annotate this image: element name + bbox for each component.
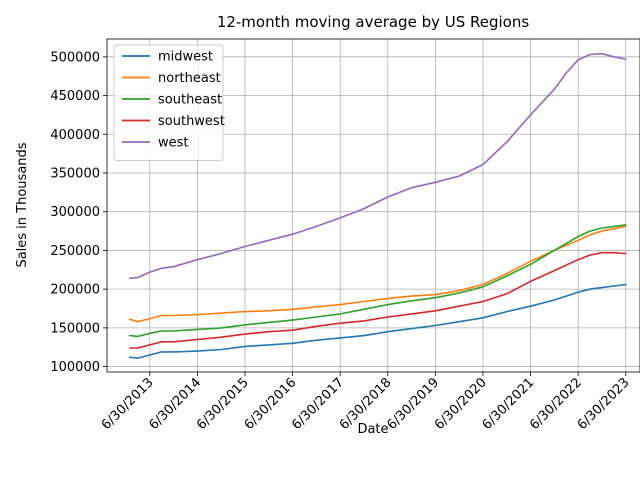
series-line-midwest <box>129 283 627 359</box>
y-tick-label: 450000 <box>50 89 100 104</box>
y-tick-label: 150000 <box>50 321 100 336</box>
series-line-northeast <box>129 225 627 323</box>
y-tick-label: 200000 <box>50 283 100 298</box>
x-axis-title: Date <box>357 422 388 437</box>
legend-label-midwest: midwest <box>158 50 213 65</box>
y-tick-label: 350000 <box>50 166 100 181</box>
y-tick-label: 400000 <box>50 128 100 143</box>
legend-label-west: west <box>158 136 189 151</box>
series-line-west <box>129 52 627 280</box>
y-tick-label: 300000 <box>50 205 100 220</box>
y-tick-label: 100000 <box>50 360 100 375</box>
plot-frame <box>106 38 640 373</box>
series-line-southwest <box>129 251 627 349</box>
y-tick-label: 500000 <box>50 50 100 65</box>
y-axis-title: Sales in Thousands <box>15 142 30 267</box>
series-layer <box>129 52 627 359</box>
chart-title: 12-month moving average by US Regions <box>217 13 530 31</box>
y-tick-label: 250000 <box>50 244 100 259</box>
legend-label-southeast: southeast <box>158 93 222 108</box>
series-line-southeast <box>129 224 627 338</box>
legend-label-northeast: northeast <box>158 71 221 86</box>
legend: midwest northeast southeast southwest west <box>113 44 225 161</box>
legend-label-southwest: southwest <box>158 114 225 129</box>
legend-box <box>113 44 224 161</box>
